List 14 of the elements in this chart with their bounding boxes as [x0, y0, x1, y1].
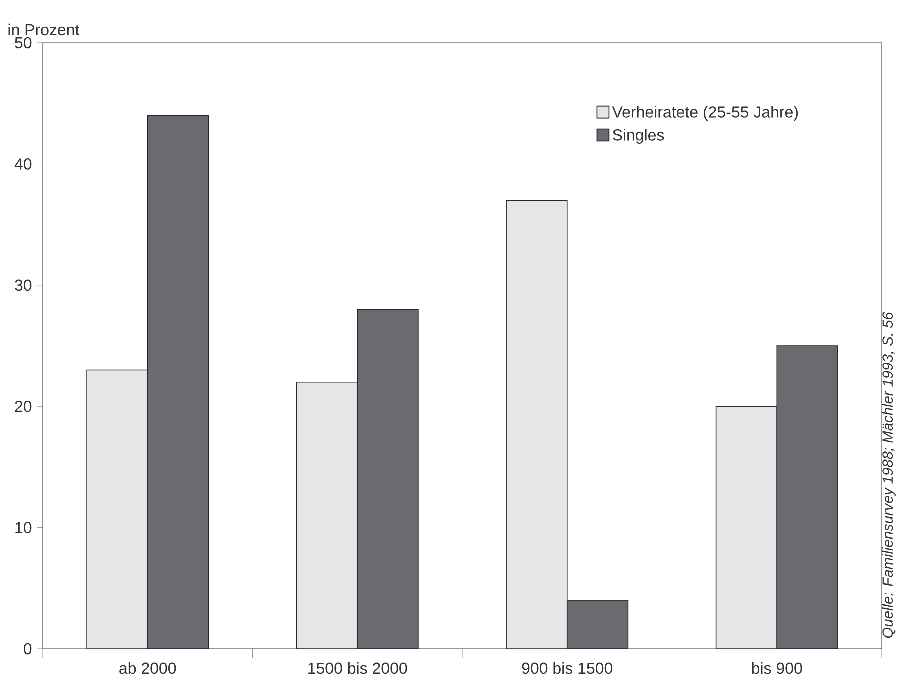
x-tick-label: bis 900: [752, 662, 802, 674]
y-tick-label: 40: [14, 158, 32, 170]
x-tick-label: 900 bis 1500: [522, 662, 613, 674]
y-tick-label: 50: [15, 37, 32, 49]
y-tick-label: 0: [24, 643, 32, 655]
legend-label: Verheiratete (25-55 Jahre): [612, 106, 798, 122]
y-tick-label: 20: [15, 400, 32, 412]
y-tick-label: 10: [16, 522, 32, 534]
x-tick-label: ab 2000: [120, 662, 176, 674]
x-tick-label: 1500 bis 2000: [308, 662, 408, 674]
legend-label: Singles: [613, 129, 664, 144]
y-axis-title: in Prozent: [8, 24, 80, 36]
source-note: Quelle: Familiensurvey 1988; Mächler 1993, S. 56: [882, 312, 896, 638]
y-tick-label: 30: [15, 280, 32, 292]
